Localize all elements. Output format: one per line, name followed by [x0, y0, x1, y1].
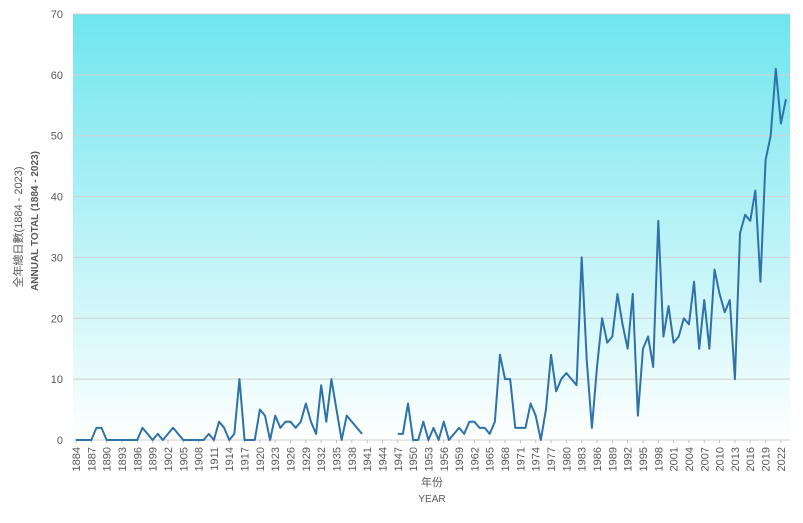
x-tick-label: 1983: [577, 447, 589, 471]
x-axis-title: YEAR: [418, 494, 445, 505]
x-tick-label: 2016: [745, 447, 757, 471]
x-tick-label: 1929: [301, 447, 313, 471]
x-tick-label: 1908: [194, 447, 206, 471]
x-tick-label: 1902: [163, 447, 175, 471]
x-tick-label: 1896: [132, 447, 144, 471]
y-tick-label: 50: [51, 131, 63, 143]
x-tick-label: 1917: [240, 447, 252, 471]
x-tick-label: 1995: [638, 447, 650, 471]
y-axis-title: ANNUAL TOTAL (1884 - 2023): [30, 151, 41, 291]
x-tick-label: 1914: [224, 447, 236, 471]
x-tick-label: 1953: [423, 447, 435, 471]
x-tick-label: 1932: [316, 447, 328, 471]
x-tick-label: 1959: [454, 447, 466, 471]
x-tick-label: 1974: [531, 447, 543, 471]
x-tick-label: 1920: [255, 447, 267, 471]
x-tick-label: 1926: [286, 447, 298, 471]
x-tick-label: 1998: [653, 447, 665, 471]
y-tick-label: 0: [57, 435, 63, 447]
x-tick-label: 1947: [393, 447, 405, 471]
x-tick-label: 1890: [102, 447, 114, 471]
x-tick-label: 1941: [362, 447, 374, 471]
x-tick-label: 1992: [623, 447, 635, 471]
x-tick-label: 2010: [715, 447, 727, 471]
x-tick-label: 1944: [377, 447, 389, 471]
y-tick-label: 10: [51, 374, 63, 386]
x-tick-label: 1893: [117, 447, 129, 471]
x-tick-label: 1989: [607, 447, 619, 471]
x-tick-label: 1980: [561, 447, 573, 471]
y-tick-label: 70: [51, 9, 63, 21]
x-tick-label: 1938: [347, 447, 359, 471]
x-tick-label: 2022: [776, 447, 788, 471]
x-axis-title: 年份: [421, 475, 443, 489]
y-tick-label: 30: [51, 252, 63, 264]
x-tick-label: 1923: [270, 447, 282, 471]
x-tick-label: 1968: [500, 447, 512, 471]
y-axis-title: 全年總日數(1884 - 2023): [11, 166, 25, 287]
x-tick-label: 1884: [71, 447, 83, 471]
y-tick-label: 40: [51, 192, 63, 204]
x-tick-label: 2004: [684, 447, 696, 471]
x-tick-label: 2019: [761, 447, 773, 471]
x-tick-label: 2013: [730, 447, 742, 471]
x-tick-label: 1971: [515, 447, 527, 471]
x-tick-label: 1962: [469, 447, 481, 471]
data-line: [76, 67, 787, 441]
plot-background: [73, 14, 790, 440]
x-tick-label: 1986: [592, 447, 604, 471]
y-tick-label: 20: [51, 313, 63, 325]
x-tick-label: 2001: [669, 447, 681, 471]
x-tick-label: 1887: [86, 447, 98, 471]
x-tick-label: 1956: [439, 447, 451, 471]
x-tick-label: 1965: [485, 447, 497, 471]
x-tick-label: 1950: [408, 447, 420, 471]
x-tick-label: 1899: [148, 447, 160, 471]
x-tick-label: 2007: [699, 447, 711, 471]
x-tick-label: 1977: [546, 447, 558, 471]
x-tick-label: 1905: [178, 447, 190, 471]
y-tick-label: 60: [51, 70, 63, 82]
x-tick-label: 1935: [332, 447, 344, 471]
x-tick-label: 1911: [209, 447, 221, 471]
